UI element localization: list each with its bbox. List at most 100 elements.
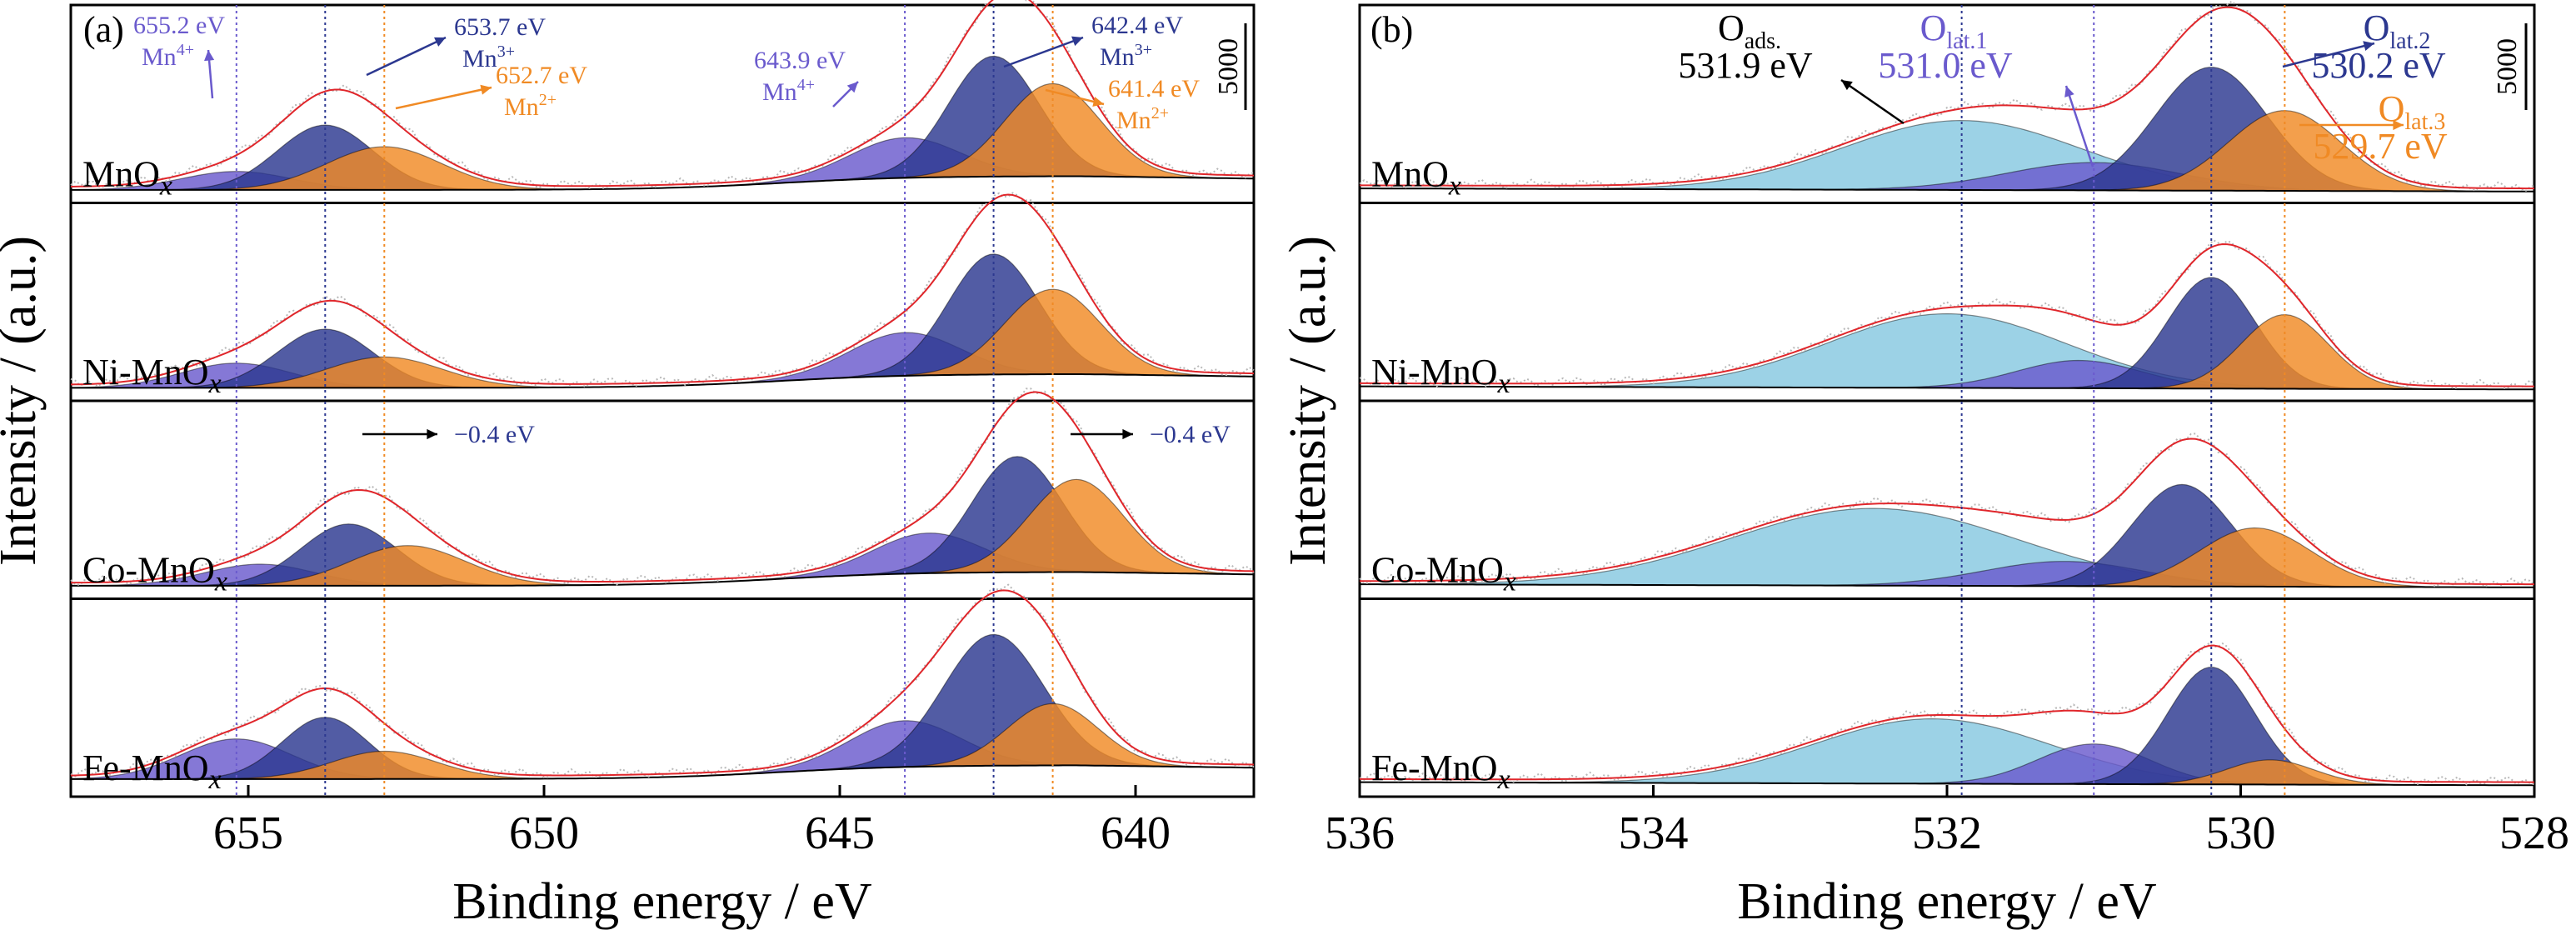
annotation-arrow: [2064, 85, 2094, 168]
species-base: Mn: [504, 93, 539, 121]
sample-label-subscript: x: [1497, 368, 1510, 399]
annotation-arrowhead: [1092, 97, 1104, 107]
sample-label-base: Ni-MnO: [1371, 352, 1498, 392]
peak-position-label: 642.4 eV: [1091, 12, 1183, 39]
raw-data-line: [70, 0, 1255, 189]
species-subscript: lat.2: [2389, 28, 2430, 54]
sample-label-base: Fe-MnO: [1371, 748, 1498, 788]
x-tick-label: 532: [1912, 808, 1982, 859]
species-base: O: [1718, 8, 1745, 48]
peak-position-label: 653.7 eV: [454, 13, 546, 41]
species-superscript: 3+: [497, 42, 515, 61]
panel-b-scale-bar-label: 5000: [2492, 38, 2523, 95]
peak-position-label: 655.2 eV: [133, 12, 225, 39]
background-line: [1360, 385, 2534, 391]
spectrum-row: Co-MnOx: [70, 388, 1255, 598]
panel-a-row-dividers: [71, 202, 1254, 600]
shift-label: −0.4 eV: [1150, 421, 1231, 448]
species-label: Olat.2: [2364, 8, 2431, 54]
shift-annotation: −0.4 eV: [1071, 421, 1231, 448]
panel-a-x-axis-label: Binding energy / eV: [452, 873, 872, 930]
x-tick-label: 534: [1619, 808, 1689, 859]
panel-a-scale-bar-label: 5000: [1213, 38, 1244, 95]
sample-label-subscript: x: [1497, 764, 1510, 795]
species-subscript: lat.1: [1946, 28, 1987, 54]
peak-position-label: 652.7 eV: [496, 62, 587, 89]
species-base: O: [1920, 8, 1947, 48]
species-superscript: 2+: [539, 91, 557, 109]
panel-b-label: (b): [1370, 9, 1413, 50]
envelope-line: [1360, 644, 2534, 783]
x-tick-label: 530: [2206, 808, 2276, 859]
x-tick-label: 640: [1101, 808, 1171, 859]
annotation-arrowhead: [480, 84, 492, 95]
background-line: [71, 373, 1255, 389]
spectrum-row: MnOx: [1359, 0, 2535, 202]
species-label: Oads.: [1718, 8, 1781, 54]
species-label: Mn4+: [762, 76, 815, 106]
background-line: [71, 764, 1255, 780]
sample-label-subscript: x: [208, 764, 222, 795]
sample-label-subscript: x: [1503, 567, 1516, 598]
species-subscript: ads.: [1745, 28, 1781, 54]
sample-label: Fe-MnOx: [1371, 748, 1510, 795]
sample-label-base: MnO: [1371, 154, 1449, 195]
annotation-arrowhead: [2363, 41, 2374, 52]
sample-label: MnOx: [1371, 154, 1461, 202]
species-base: O: [2364, 8, 2390, 48]
species-label: Olat.3: [2379, 88, 2446, 135]
envelope-line: [1360, 6, 2534, 190]
background-line: [1360, 781, 2534, 787]
panel-b-reference-lines: [1960, 5, 2286, 797]
x-tick-label: 528: [2499, 808, 2569, 859]
envelope-line: [1360, 438, 2534, 586]
spectrum-row: Ni-MnOx: [70, 192, 1255, 399]
species-label: Mn3+: [1100, 41, 1152, 71]
annotation-arrow: [2282, 42, 2375, 68]
peak-position-label: 641.4 eV: [1108, 75, 1200, 102]
x-tick-label: 536: [1325, 808, 1395, 859]
annotation-arrowhead: [1071, 36, 1083, 47]
envelope-line: [70, 391, 1255, 584]
panel-a-x-ticks: 655 650 645 640: [213, 785, 1171, 859]
species-label: Mn4+: [142, 41, 194, 71]
species-superscript: 2+: [1151, 104, 1169, 122]
sample-label-base: MnO: [82, 154, 160, 195]
fit-component-o-ads: [1360, 718, 2534, 786]
species-base: Mn: [142, 43, 177, 71]
annotation-arrowhead: [427, 428, 437, 440]
spectrum-row: Fe-MnOx: [1359, 642, 2535, 795]
envelope-line: [70, 589, 1255, 777]
peak-position-label: 530.2 eV: [2311, 45, 2446, 86]
shift-label: −0.4 eV: [454, 421, 535, 448]
raw-data-line: [70, 583, 1255, 779]
species-base: O: [2379, 88, 2405, 129]
panel-b-y-axis-label: Intensity / (a.u.): [1280, 236, 1336, 566]
sample-label-subscript: x: [1448, 171, 1461, 202]
species-label: Mn2+: [1116, 104, 1169, 134]
sample-label-subscript: x: [159, 171, 172, 202]
annotation-arrowhead: [204, 50, 215, 62]
annotation-arrow: [366, 36, 447, 77]
species-label: Mn2+: [504, 91, 557, 121]
species-label: Olat.1: [1920, 8, 1988, 54]
panel-b-x-axis-label: Binding energy / eV: [1737, 873, 2157, 930]
panel-b-x-ticks: 536 534 532 530 528: [1325, 785, 2569, 859]
sample-label-subscript: x: [214, 567, 227, 598]
annotation-arrowhead: [2393, 119, 2404, 131]
background-line: [71, 571, 1255, 587]
background-line: [1360, 188, 2534, 192]
peak-position-label: 531.9 eV: [1678, 45, 1813, 86]
peak-annotation: Oads.531.9 eV: [1678, 8, 1905, 125]
x-tick-label: 645: [805, 808, 875, 859]
shift-annotation: −0.4 eV: [362, 421, 535, 448]
peak-position-label: 529.7 eV: [2313, 126, 2448, 167]
